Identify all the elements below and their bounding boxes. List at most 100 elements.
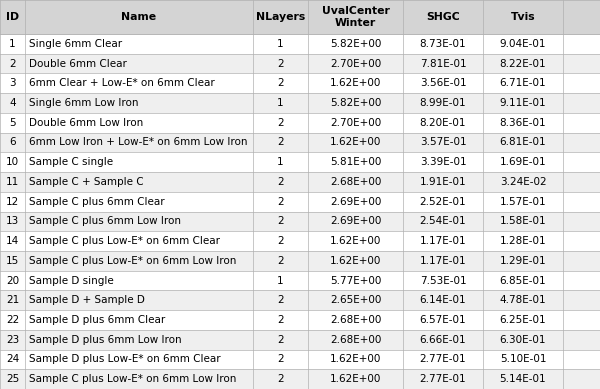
Bar [0, 93, 600, 113]
Text: 3.57E-01: 3.57E-01 [419, 137, 466, 147]
Text: 2: 2 [277, 177, 284, 187]
Text: 8.36E-01: 8.36E-01 [500, 118, 547, 128]
Text: 1.91E-01: 1.91E-01 [419, 177, 466, 187]
Text: 6.85E-01: 6.85E-01 [500, 275, 547, 286]
Text: 5.82E+00: 5.82E+00 [330, 98, 381, 108]
Text: 4.78E-01: 4.78E-01 [500, 295, 547, 305]
Text: 2.54E-01: 2.54E-01 [419, 216, 466, 226]
Text: 2.69E+00: 2.69E+00 [330, 216, 381, 226]
Bar [0, 113, 600, 133]
Text: 8.22E-01: 8.22E-01 [500, 59, 547, 68]
Text: 6: 6 [9, 137, 16, 147]
Bar [0, 152, 600, 172]
Text: 2: 2 [277, 335, 284, 345]
Text: 1: 1 [277, 39, 284, 49]
Text: 5.81E+00: 5.81E+00 [330, 157, 381, 167]
Text: Sample C plus 6mm Low Iron: Sample C plus 6mm Low Iron [29, 216, 181, 226]
Text: 5.82E+00: 5.82E+00 [330, 39, 381, 49]
Text: 7.81E-01: 7.81E-01 [419, 59, 466, 68]
Text: 1.69E-01: 1.69E-01 [500, 157, 547, 167]
Text: 23: 23 [6, 335, 19, 345]
Text: 8.20E-01: 8.20E-01 [420, 118, 466, 128]
Text: 5: 5 [9, 118, 16, 128]
Text: Sample C + Sample C: Sample C + Sample C [29, 177, 143, 187]
Text: 1.17E-01: 1.17E-01 [419, 236, 466, 246]
Text: Single 6mm Low Iron: Single 6mm Low Iron [29, 98, 138, 108]
Text: Sample D plus 6mm Low Iron: Sample D plus 6mm Low Iron [29, 335, 181, 345]
Text: 1: 1 [277, 98, 284, 108]
Text: 1.17E-01: 1.17E-01 [419, 256, 466, 266]
Text: 2.69E+00: 2.69E+00 [330, 196, 381, 207]
Text: 2: 2 [277, 295, 284, 305]
Text: ID: ID [6, 12, 19, 22]
Bar [0, 192, 600, 212]
Text: 2: 2 [9, 59, 16, 68]
Text: Sample C plus Low-E* on 6mm Low Iron: Sample C plus Low-E* on 6mm Low Iron [29, 374, 236, 384]
Text: 12: 12 [6, 196, 19, 207]
Text: 6.66E-01: 6.66E-01 [419, 335, 466, 345]
Text: 6mm Low Iron + Low-E* on 6mm Low Iron: 6mm Low Iron + Low-E* on 6mm Low Iron [29, 137, 247, 147]
Text: 2.65E+00: 2.65E+00 [330, 295, 381, 305]
Text: 9.11E-01: 9.11E-01 [500, 98, 547, 108]
Text: 2.68E+00: 2.68E+00 [330, 177, 381, 187]
Text: Sample C plus 6mm Clear: Sample C plus 6mm Clear [29, 196, 164, 207]
Text: 5.10E-01: 5.10E-01 [500, 354, 546, 364]
Bar [0, 54, 600, 74]
Text: 2: 2 [277, 196, 284, 207]
Bar [0, 310, 600, 330]
Text: 8.99E-01: 8.99E-01 [419, 98, 466, 108]
Text: 1.62E+00: 1.62E+00 [330, 137, 381, 147]
Text: 24: 24 [6, 354, 19, 364]
Bar [0, 34, 600, 54]
Bar [0, 74, 600, 93]
Bar [0, 251, 600, 271]
Text: 1.62E+00: 1.62E+00 [330, 354, 381, 364]
Text: Double 6mm Clear: Double 6mm Clear [29, 59, 127, 68]
Text: Sample C plus Low-E* on 6mm Low Iron: Sample C plus Low-E* on 6mm Low Iron [29, 256, 236, 266]
Text: 25: 25 [6, 374, 19, 384]
Text: 22: 22 [6, 315, 19, 325]
Text: 11: 11 [6, 177, 19, 187]
Text: 2.70E+00: 2.70E+00 [330, 118, 381, 128]
Bar [0, 231, 600, 251]
Text: 1.62E+00: 1.62E+00 [330, 78, 381, 88]
Text: 1.29E-01: 1.29E-01 [500, 256, 547, 266]
Text: Sample C single: Sample C single [29, 157, 113, 167]
Text: Sample D single: Sample D single [29, 275, 113, 286]
Text: 2.68E+00: 2.68E+00 [330, 335, 381, 345]
Text: 15: 15 [6, 256, 19, 266]
Text: 1: 1 [277, 275, 284, 286]
Text: 2: 2 [277, 374, 284, 384]
Text: 9.04E-01: 9.04E-01 [500, 39, 546, 49]
Bar [0, 350, 600, 369]
Text: 2: 2 [277, 59, 284, 68]
Text: 6mm Clear + Low-E* on 6mm Clear: 6mm Clear + Low-E* on 6mm Clear [29, 78, 214, 88]
Text: 6.14E-01: 6.14E-01 [419, 295, 466, 305]
Text: 2.70E+00: 2.70E+00 [330, 59, 381, 68]
Text: 1.62E+00: 1.62E+00 [330, 256, 381, 266]
Text: UvalCenter
Winter: UvalCenter Winter [322, 6, 389, 28]
Text: Double 6mm Low Iron: Double 6mm Low Iron [29, 118, 143, 128]
Text: 1: 1 [9, 39, 16, 49]
Text: 3.24E-02: 3.24E-02 [500, 177, 547, 187]
Text: 20: 20 [6, 275, 19, 286]
Text: 2: 2 [277, 118, 284, 128]
Text: 2: 2 [277, 216, 284, 226]
Text: 2.68E+00: 2.68E+00 [330, 315, 381, 325]
Text: Tvis: Tvis [511, 12, 535, 22]
Text: 2: 2 [277, 315, 284, 325]
Text: 1: 1 [277, 157, 284, 167]
Text: 2.77E-01: 2.77E-01 [419, 354, 466, 364]
Text: Sample D plus Low-E* on 6mm Clear: Sample D plus Low-E* on 6mm Clear [29, 354, 220, 364]
Text: 1.28E-01: 1.28E-01 [500, 236, 547, 246]
Bar [0, 369, 600, 389]
Text: 6.30E-01: 6.30E-01 [500, 335, 546, 345]
Bar [0, 212, 600, 231]
Text: 3.39E-01: 3.39E-01 [419, 157, 466, 167]
Text: Sample D plus 6mm Clear: Sample D plus 6mm Clear [29, 315, 165, 325]
Text: 3.56E-01: 3.56E-01 [419, 78, 466, 88]
Text: 6.71E-01: 6.71E-01 [500, 78, 547, 88]
Text: 2: 2 [277, 354, 284, 364]
Text: 4: 4 [9, 98, 16, 108]
Text: 14: 14 [6, 236, 19, 246]
